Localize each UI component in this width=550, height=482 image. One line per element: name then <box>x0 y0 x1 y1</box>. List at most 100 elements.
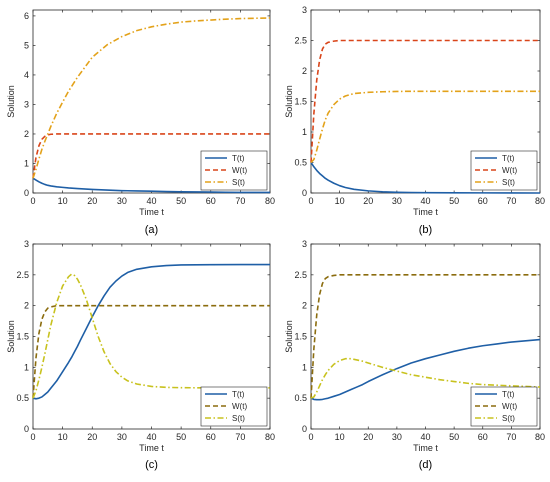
series-line-st <box>310 357 541 399</box>
series-line-wt <box>310 39 540 163</box>
y-tick-label: 1 <box>24 362 29 372</box>
panel-label: (a) <box>145 224 158 236</box>
legend-entry: W(t) <box>502 402 517 411</box>
chart-panel: 0 10 20 30 40 50 60 70 80 0 1 2 3 4 5 6 Time t Solution T(… <box>6 9 275 236</box>
legend-entry: S(t) <box>232 178 245 187</box>
x-tick-label: 20 <box>87 196 97 206</box>
x-tick-label: 80 <box>265 432 275 442</box>
y-tick-label: 0 <box>24 188 29 198</box>
legend-entry: T(t) <box>502 390 515 399</box>
y-axis-label: Solution <box>6 85 16 118</box>
x-tick-label: 20 <box>363 432 373 442</box>
x-tick-label: 80 <box>535 432 545 442</box>
x-tick-label: 40 <box>420 196 430 206</box>
y-tick-label: 2 <box>302 301 307 311</box>
x-tick-label: 60 <box>206 432 216 442</box>
series-line-st <box>310 90 540 164</box>
x-tick-label: 80 <box>535 196 545 206</box>
x-tick-label: 50 <box>176 432 186 442</box>
series-line-st <box>32 273 270 399</box>
y-tick-label: 3 <box>24 239 29 249</box>
series-line-st <box>32 17 271 179</box>
legend: T(t) W(t) S(t) <box>200 150 268 191</box>
series-line-wt <box>32 304 270 399</box>
y-tick-label: 3 <box>24 99 29 109</box>
x-tick-label: 10 <box>335 196 345 206</box>
x-tick-label: 70 <box>506 432 516 442</box>
chart-panel: 0 10 20 30 40 50 60 70 80 0 0.5 1 1.5 2 2.5 3 Time t Solu… <box>284 5 545 236</box>
x-tick-label: 0 <box>30 196 35 206</box>
legend-entry: S(t) <box>502 178 515 187</box>
x-tick-label: 0 <box>308 432 313 442</box>
x-axis-label: Time t <box>139 443 164 453</box>
x-tick-label: 40 <box>146 432 156 442</box>
legend: T(t) W(t) S(t) <box>200 386 268 427</box>
x-tick-label: 60 <box>206 196 216 206</box>
x-axis-label: Time t <box>139 207 164 217</box>
x-axis-label: Time t <box>413 443 438 453</box>
y-tick-label: 0 <box>302 424 307 434</box>
y-tick-label: 2 <box>24 129 29 139</box>
x-tick-label: 10 <box>58 432 68 442</box>
x-tick-label: 10 <box>335 432 345 442</box>
legend-entry: T(t) <box>232 154 245 163</box>
x-tick-label: 70 <box>235 432 245 442</box>
panel-label: (b) <box>419 224 432 236</box>
legend-entry: S(t) <box>502 414 515 423</box>
y-tick-label: 3 <box>302 239 307 249</box>
y-axis-label: Solution <box>284 85 294 118</box>
y-tick-label: 5 <box>24 40 29 50</box>
y-tick-label: 2.5 <box>294 270 307 280</box>
y-tick-label: 6 <box>24 11 29 21</box>
x-tick-label: 80 <box>265 196 275 206</box>
legend-entry: W(t) <box>502 166 517 175</box>
x-tick-label: 50 <box>449 432 459 442</box>
series-line-tt <box>32 263 270 400</box>
x-tick-label: 60 <box>478 432 488 442</box>
legend: T(t) W(t) S(t) <box>470 386 538 427</box>
x-tick-label: 40 <box>420 432 430 442</box>
y-tick-label: 1.5 <box>294 97 307 107</box>
y-tick-label: 2 <box>302 66 307 76</box>
x-tick-label: 20 <box>363 196 373 206</box>
y-tick-label: 4 <box>24 70 29 80</box>
series-line-wt <box>32 133 270 179</box>
legend-entry: W(t) <box>232 166 247 175</box>
x-tick-label: 30 <box>392 432 402 442</box>
series-line-wt <box>310 274 540 399</box>
x-tick-label: 40 <box>146 196 156 206</box>
x-axis-label: Time t <box>413 207 438 217</box>
y-tick-label: 0.5 <box>16 393 29 403</box>
x-tick-label: 70 <box>506 196 516 206</box>
legend-entry: W(t) <box>232 402 247 411</box>
y-tick-label: 2.5 <box>294 36 307 46</box>
chart-panel: 0 10 20 30 40 50 60 70 80 0 0.5 1 1.5 2 2.5 3 Time t Solu… <box>284 239 545 471</box>
x-tick-label: 30 <box>392 196 402 206</box>
y-tick-label: 1 <box>24 158 29 168</box>
legend-entry: S(t) <box>232 414 245 423</box>
y-tick-label: 0 <box>24 424 29 434</box>
panel-label: (d) <box>419 459 432 471</box>
y-tick-label: 0 <box>302 188 307 198</box>
legend-entry: T(t) <box>502 154 515 163</box>
series-line-tt <box>310 162 541 194</box>
y-tick-label: 1.5 <box>294 332 307 342</box>
x-tick-label: 50 <box>176 196 186 206</box>
y-tick-label: 1 <box>302 127 307 137</box>
y-tick-label: 0.5 <box>294 158 307 168</box>
x-tick-label: 0 <box>308 196 313 206</box>
x-tick-label: 20 <box>87 432 97 442</box>
y-tick-label: 2.5 <box>16 270 29 280</box>
x-tick-label: 10 <box>58 196 68 206</box>
y-tick-label: 3 <box>302 5 307 15</box>
series-line-tt <box>310 338 541 401</box>
chart-panel: 0 10 20 30 40 50 60 70 80 0 0.5 1 1.5 2 2.5 3 Time t Solu… <box>6 239 275 471</box>
x-tick-label: 50 <box>449 196 459 206</box>
y-tick-label: 2 <box>24 301 29 311</box>
legend-entry: T(t) <box>232 390 245 399</box>
x-tick-label: 70 <box>235 196 245 206</box>
x-tick-label: 30 <box>117 432 127 442</box>
x-tick-label: 60 <box>478 196 488 206</box>
x-tick-label: 0 <box>30 432 35 442</box>
